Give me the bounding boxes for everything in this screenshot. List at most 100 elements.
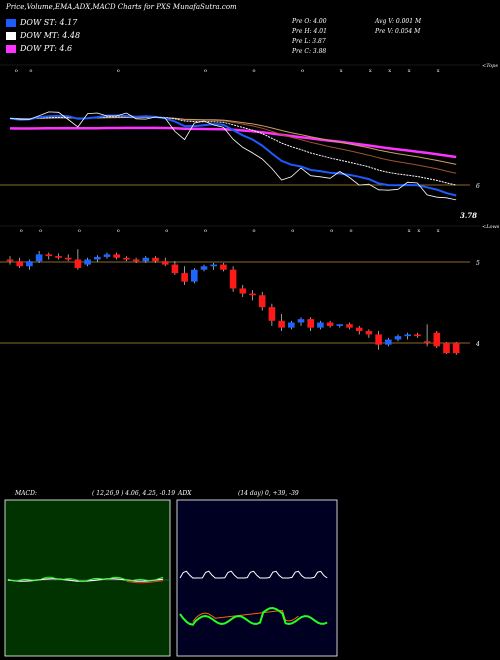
candle — [443, 342, 450, 355]
candle-body — [64, 257, 72, 260]
plus-di-line — [179, 606, 328, 626]
legend-st: DOW ST: 4.17 — [6, 18, 77, 27]
candle-body — [152, 257, 159, 262]
candle-body — [423, 341, 431, 343]
candles — [6, 249, 460, 355]
candle — [74, 249, 82, 270]
bottom-marker: x — [437, 228, 440, 234]
candle-body — [317, 322, 324, 328]
candle — [297, 317, 305, 326]
macd-hist-line — [7, 576, 164, 582]
candle — [113, 252, 120, 260]
candle-body — [132, 259, 140, 262]
quote-low: Pre L: 3.87 — [292, 38, 326, 45]
candle-body — [288, 322, 295, 328]
top-marker: x — [388, 68, 391, 74]
candle-panel — [0, 249, 470, 355]
macd-signal-line — [126, 580, 164, 584]
legend-st-swatch — [6, 18, 16, 27]
candle-body — [346, 324, 353, 328]
candle — [307, 317, 314, 332]
bottom-marker: o — [39, 228, 42, 234]
candle-body — [74, 259, 82, 268]
macd-label: MACD: — [15, 490, 37, 497]
candle — [258, 291, 266, 311]
bottom-marker: o — [20, 228, 23, 234]
candle — [152, 256, 159, 263]
candle-body — [326, 322, 334, 326]
bottom-marker: o — [78, 228, 81, 234]
candle — [365, 329, 373, 338]
candle — [249, 290, 256, 301]
candle-body — [404, 334, 411, 337]
candle — [191, 268, 198, 284]
candle-body — [249, 293, 256, 296]
level-5-label: 5 — [476, 260, 480, 267]
candle — [45, 252, 53, 260]
candle — [132, 257, 140, 263]
candle-body — [443, 342, 450, 354]
candle — [375, 331, 382, 350]
candle — [239, 285, 247, 297]
candle-body — [414, 334, 421, 337]
quote-open: Pre O: 4.00 — [292, 18, 327, 25]
candle — [6, 256, 14, 265]
candle — [394, 334, 402, 342]
candle — [268, 303, 276, 326]
candle-body — [239, 288, 247, 294]
bottom-marker: x — [417, 228, 420, 234]
candle-body — [278, 320, 285, 328]
candle — [210, 262, 217, 270]
candle-body — [365, 331, 373, 335]
candle — [433, 331, 441, 349]
candle-body — [35, 254, 43, 262]
candle — [181, 266, 188, 286]
candle-body — [142, 257, 150, 262]
candle — [452, 342, 460, 355]
legend-pt: DOW PT: 4.6 — [6, 44, 72, 53]
candle — [171, 261, 179, 275]
adx-params: (14 day) 0, +39, -39 — [238, 490, 299, 497]
top-marker: o — [117, 68, 120, 74]
candle-body — [220, 264, 227, 270]
candle — [346, 322, 353, 330]
bottom-marker: o — [253, 228, 256, 234]
level-6-label: 6 — [476, 183, 480, 190]
candle-body — [297, 319, 305, 323]
candle — [55, 253, 62, 260]
candle-body — [171, 264, 179, 274]
legend-st-label: DOW ST: 4.17 — [20, 18, 78, 27]
macd-background — [4, 499, 171, 657]
top-marker: x — [340, 68, 343, 74]
candle-body — [258, 295, 266, 308]
top-marker: x — [408, 68, 411, 74]
top-marker: x — [369, 68, 372, 74]
bottom-marker: o — [117, 228, 120, 234]
candle-body — [433, 332, 441, 347]
chart-title: Price,Volume,EMA,ADX,MACD Charts for PXS… — [6, 3, 237, 11]
adx-line — [179, 570, 328, 579]
candle — [26, 259, 33, 270]
candle — [94, 255, 101, 263]
candle — [336, 324, 344, 328]
candle — [35, 250, 43, 263]
candle — [142, 256, 150, 263]
candle-body — [161, 261, 169, 265]
candle-body — [268, 307, 276, 321]
adx-panel — [176, 499, 338, 657]
quote-high: Pre H: 4.01 — [292, 28, 327, 35]
candle-body — [385, 339, 392, 345]
candle — [123, 256, 130, 262]
candle-body — [84, 259, 91, 265]
candle-body — [181, 273, 188, 282]
macd-params: ( 12,26,9 ) 4.06, 4.25, -0.19 — [92, 490, 176, 497]
lows-label: <Lows — [482, 224, 500, 230]
bottom-marker: o — [291, 228, 294, 234]
candle-body — [452, 342, 460, 354]
legend-mt: DOW MT: 4.48 — [6, 31, 80, 40]
candle-body — [26, 261, 33, 267]
bottom-marker: o — [204, 228, 207, 234]
level-4-label: 4 — [476, 341, 480, 348]
